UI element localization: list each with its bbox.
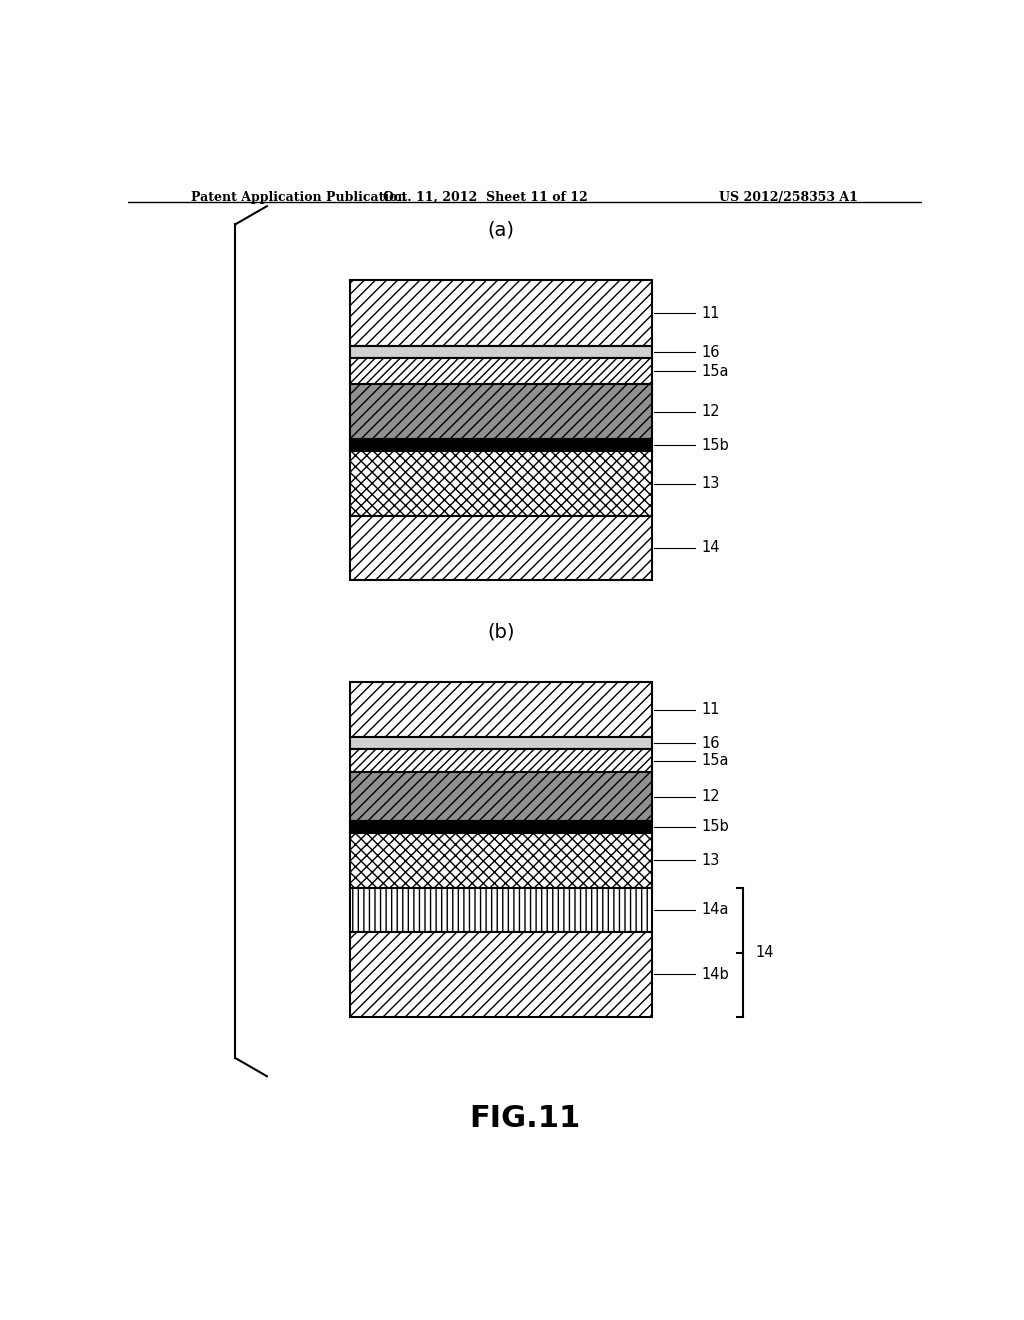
Text: 15a: 15a [701, 363, 728, 379]
Bar [350, 358, 652, 384]
Text: US 2012/258353 A1: US 2012/258353 A1 [719, 191, 858, 203]
Bar [350, 346, 652, 358]
Text: 12: 12 [701, 404, 720, 418]
Text: 11: 11 [701, 306, 720, 321]
Bar [350, 516, 652, 581]
Bar [350, 833, 652, 888]
Bar [350, 384, 652, 440]
Text: 15b: 15b [701, 820, 729, 834]
Bar [350, 821, 652, 833]
Text: Patent Application Publication: Patent Application Publication [191, 191, 407, 203]
Text: 14a: 14a [701, 903, 728, 917]
Bar [350, 280, 652, 346]
Bar [350, 772, 652, 821]
Text: FIG.11: FIG.11 [469, 1105, 581, 1134]
Text: 11: 11 [701, 702, 720, 717]
Text: 14: 14 [701, 540, 720, 556]
Text: 16: 16 [701, 345, 720, 360]
Text: (b): (b) [487, 622, 515, 642]
Bar [350, 682, 652, 737]
Bar [350, 451, 652, 516]
Bar [350, 888, 652, 932]
Text: 15a: 15a [701, 754, 728, 768]
Text: Oct. 11, 2012  Sheet 11 of 12: Oct. 11, 2012 Sheet 11 of 12 [383, 191, 588, 203]
Text: 14b: 14b [701, 968, 729, 982]
Bar [350, 440, 652, 451]
Text: 13: 13 [701, 477, 719, 491]
Text: 16: 16 [701, 735, 720, 751]
Bar [350, 737, 652, 748]
Text: 15b: 15b [701, 438, 729, 453]
Text: 14: 14 [755, 945, 773, 960]
Text: 13: 13 [701, 853, 719, 869]
Bar [350, 932, 652, 1018]
Text: 12: 12 [701, 789, 720, 804]
Text: (a): (a) [487, 220, 514, 240]
Bar [350, 748, 652, 772]
